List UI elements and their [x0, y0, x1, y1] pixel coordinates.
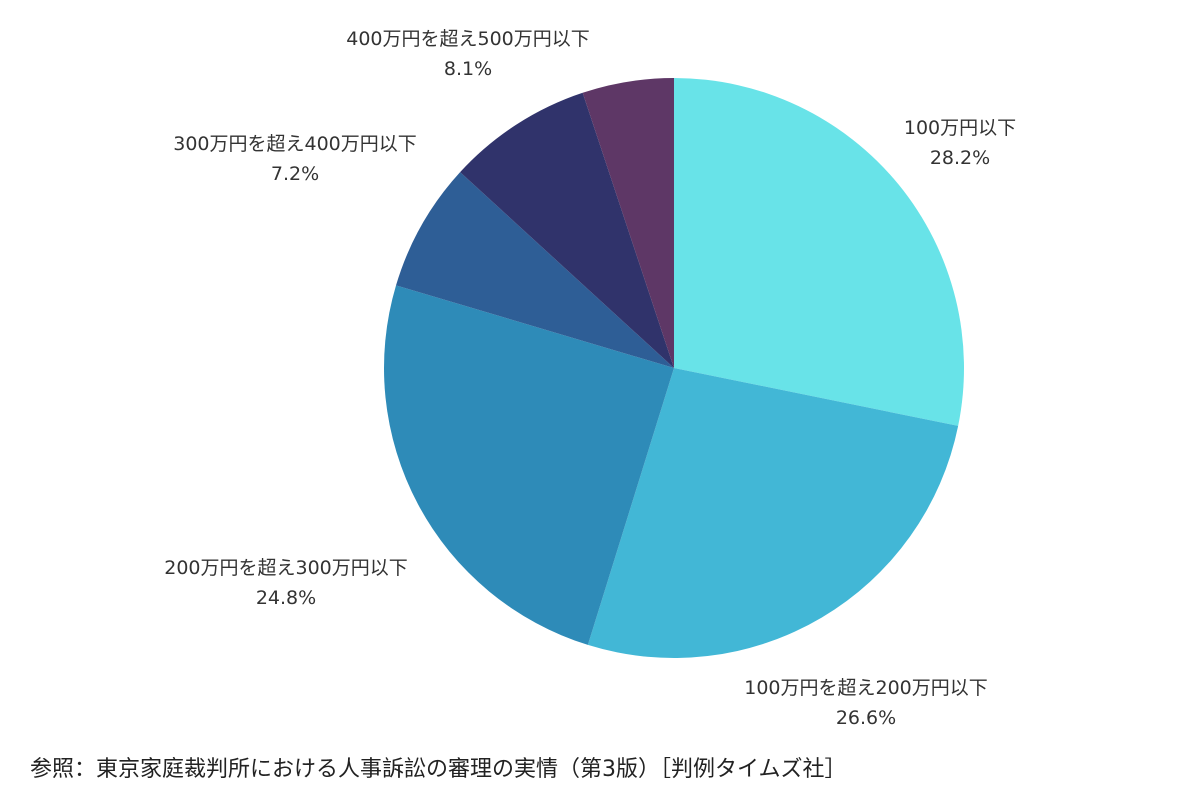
slice-value-label: 7.2%: [271, 163, 319, 185]
slice-category-label: 400万円を超え500万円以下: [346, 28, 590, 50]
source-note: 参照：東京家庭裁判所における人事訴訟の審理の実情（第3版）［判例タイムズ社］: [30, 757, 847, 782]
slice-category-label: 200万円を超え300万円以下: [164, 557, 408, 579]
pie-slice-1: [587, 368, 959, 658]
pie-slice-label-0: 100万円以下 28.2%: [904, 117, 1016, 169]
pie-slice-5: [582, 78, 674, 368]
pie-slice-2: [384, 285, 674, 645]
pie-slice-label-1: 100万円を超え200万円以下 26.6%: [744, 677, 988, 729]
pie-slice-4: [460, 92, 674, 368]
pie-slices: [384, 78, 964, 658]
slice-value-label: 26.6%: [836, 707, 896, 729]
slice-category-label: 300万円を超え400万円以下: [173, 133, 417, 155]
pie-slice-label-2: 200万円を超え300万円以下 24.8%: [164, 557, 408, 609]
pie-labels: 100万円以下 28.2% 100万円を超え200万円以下 26.6% 200万円を超え…: [164, 28, 1016, 729]
slice-category-label: 100万円以下: [904, 117, 1016, 139]
pie-slice-label-3: 300万円を超え400万円以下 7.2%: [173, 133, 417, 185]
slice-category-label: 100万円を超え200万円以下: [744, 677, 988, 699]
pie-slice-label-4: 400万円を超え500万円以下 8.1%: [346, 28, 590, 80]
slice-value-label: 24.8%: [256, 587, 316, 609]
pie-slice-0: [674, 78, 964, 426]
slice-value-label: 8.1%: [444, 58, 492, 80]
pie-slice-3: [396, 172, 674, 368]
slice-value-label: 28.2%: [930, 147, 990, 169]
